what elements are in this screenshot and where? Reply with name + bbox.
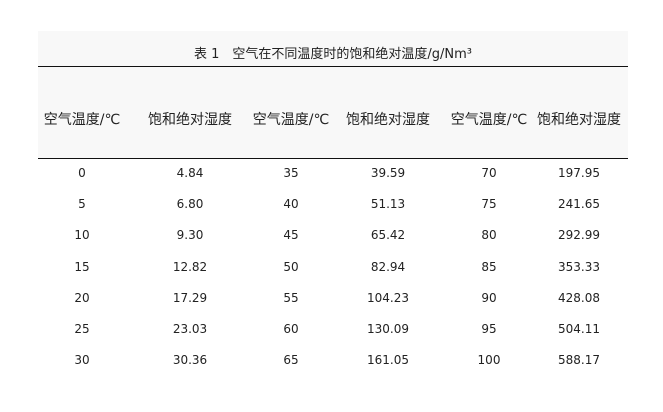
table-cell: 39.59 bbox=[370, 166, 406, 180]
table-row: 5 6.80 40 51.13 75 241.65 bbox=[0, 197, 663, 217]
table-cell: 35 bbox=[283, 166, 299, 180]
table-row: 10 9.30 45 65.42 80 292.99 bbox=[0, 228, 663, 248]
table-cell: 292.99 bbox=[558, 228, 600, 243]
table-cell: 30.36 bbox=[172, 353, 208, 368]
table-cell: 104.23 bbox=[367, 290, 409, 305]
column-header: 饱和绝对湿度 bbox=[346, 112, 430, 128]
top-rule bbox=[38, 66, 628, 67]
table-cell: 20 bbox=[74, 290, 90, 305]
table-row: 0 4.84 35 39.59 70 197.95 bbox=[0, 166, 663, 186]
table-cell: 0 bbox=[78, 166, 86, 180]
table-cell: 353.33 bbox=[558, 259, 600, 274]
table-cell: 55 bbox=[283, 290, 299, 305]
table-cell: 51.13 bbox=[370, 197, 406, 212]
table-cell: 17.29 bbox=[172, 290, 208, 305]
column-header: 空气温度/℃ bbox=[450, 112, 528, 128]
table-cell: 65 bbox=[283, 353, 299, 368]
column-header: 空气温度/℃ bbox=[43, 112, 121, 128]
table-cell: 5 bbox=[78, 197, 86, 212]
table-cell: 25 bbox=[74, 322, 90, 336]
table-cell: 60 bbox=[283, 322, 299, 336]
table-row: 30 30.36 65 161.05 100 588.17 bbox=[0, 353, 663, 373]
table-cell: 45 bbox=[283, 228, 299, 243]
table-cell: 12.82 bbox=[172, 259, 208, 274]
table-cell: 10 bbox=[74, 228, 90, 243]
table-cell: 588.17 bbox=[558, 353, 600, 368]
column-header: 饱和绝对湿度 bbox=[148, 112, 232, 128]
table-cell: 504.11 bbox=[558, 322, 600, 336]
table-cell: 30 bbox=[74, 353, 90, 368]
table-title: 表 1 空气在不同温度时的饱和绝对温度/g/Nm³ bbox=[193, 47, 472, 62]
table-row: 20 17.29 55 104.23 90 428.08 bbox=[0, 291, 663, 311]
table-cell: 70 bbox=[481, 166, 497, 180]
table-cell: 95 bbox=[481, 322, 497, 336]
table-cell: 428.08 bbox=[558, 290, 600, 305]
table-cell: 85 bbox=[481, 259, 497, 274]
table-cell: 241.65 bbox=[558, 197, 600, 212]
table-cell: 90 bbox=[481, 290, 497, 305]
table-row: 25 23.03 60 130.09 95 504.11 bbox=[0, 322, 663, 342]
column-header: 饱和绝对湿度 bbox=[537, 112, 621, 128]
header-rule bbox=[38, 158, 628, 159]
table-cell: 197.95 bbox=[558, 166, 600, 180]
table-cell: 40 bbox=[283, 197, 299, 212]
table-cell: 130.09 bbox=[367, 322, 409, 336]
table-row: 15 12.82 50 82.94 85 353.33 bbox=[0, 260, 663, 280]
column-header: 空气温度/℃ bbox=[252, 112, 330, 128]
table-cell: 161.05 bbox=[367, 353, 409, 368]
header-background bbox=[38, 31, 628, 159]
table-cell: 4.84 bbox=[176, 166, 204, 180]
table-cell: 6.80 bbox=[176, 197, 204, 212]
table-cell: 65.42 bbox=[370, 228, 406, 243]
table-cell: 100 bbox=[477, 353, 501, 368]
table-cell: 15 bbox=[74, 259, 90, 274]
table-cell: 23.03 bbox=[172, 322, 208, 336]
table-cell: 82.94 bbox=[370, 259, 406, 274]
table-cell: 9.30 bbox=[176, 228, 204, 243]
table-cell: 80 bbox=[481, 228, 497, 243]
table-cell: 50 bbox=[283, 259, 299, 274]
table-cell: 75 bbox=[481, 197, 497, 212]
